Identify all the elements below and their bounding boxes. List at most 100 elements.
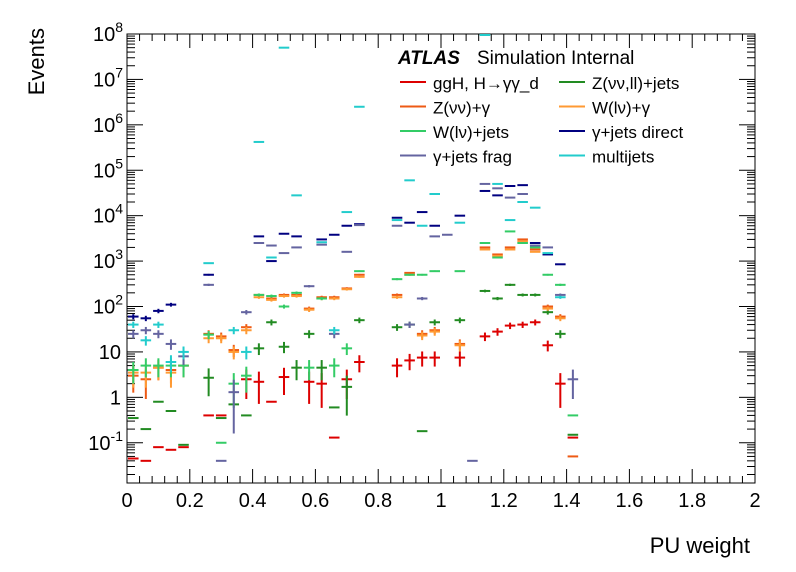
x-tick-label: 0.8 (364, 490, 392, 512)
y-tick-label: 103 (93, 246, 123, 273)
data-point (203, 330, 214, 340)
data-point (529, 246, 541, 249)
legend-item: W(lν)+γ (559, 99, 651, 118)
data-point (504, 283, 516, 287)
data-point (391, 324, 403, 331)
data-point (529, 319, 541, 326)
y-tick-label: 10 (99, 342, 121, 364)
data-point (429, 328, 440, 336)
y-tick-label: 1 (110, 387, 121, 409)
data-point (391, 295, 403, 299)
data-point (354, 270, 365, 273)
data-point (241, 366, 252, 393)
data-point (391, 224, 403, 227)
data-point (203, 262, 214, 265)
legend: ggH, H→γγ_d Z(νν,ll)+jets Z(νν)+γ W(lν)+γ W(… (400, 74, 683, 167)
data-point (241, 310, 252, 315)
data-point (492, 253, 503, 256)
data-point (153, 330, 164, 339)
series-γ+jets frag (128, 182, 579, 462)
data-point (291, 360, 302, 381)
series-Z(νν,ll)+jets (128, 283, 579, 446)
data-point (542, 310, 554, 315)
data-point (291, 235, 302, 238)
data-point (228, 379, 240, 434)
data-point (555, 330, 566, 339)
data-point (416, 331, 428, 341)
data-point (416, 351, 428, 367)
axes-layer: 0 0.2 0.4 0.6 0.8 1 1.2 1.4 1.6 1.8 2 10-1 1 10 102 103… (88, 19, 760, 512)
data-marks-layer (128, 34, 579, 462)
legend-item: γ+jets direct (559, 123, 683, 142)
data-point (354, 275, 365, 278)
data-point (165, 302, 177, 307)
data-point (316, 360, 327, 381)
data-point (253, 293, 265, 297)
data-point (341, 224, 353, 227)
data-point (555, 315, 566, 322)
data-point (492, 254, 503, 257)
data-point (555, 373, 566, 408)
data-point (128, 321, 139, 328)
data-point (341, 288, 353, 291)
data-point (266, 244, 277, 247)
data-point (266, 294, 277, 298)
data-point (316, 243, 327, 246)
y-tick-label: 102 (93, 292, 123, 319)
data-point (165, 339, 177, 350)
legend-label: Z(νν,ll)+jets (592, 74, 679, 93)
data-point (253, 235, 265, 238)
data-point (454, 270, 466, 273)
x-tick-label: 0 (121, 490, 132, 512)
data-point (529, 293, 541, 297)
data-point (291, 246, 302, 249)
data-point (454, 351, 466, 367)
x-tick-label: 1.2 (490, 490, 518, 512)
data-point (416, 296, 428, 301)
data-point (404, 353, 415, 371)
data-point (341, 250, 353, 253)
y-tick-label: 108 (93, 19, 123, 46)
data-point (517, 242, 528, 245)
data-point (454, 317, 466, 324)
data-point (316, 296, 327, 301)
series-γ+jets direct (128, 184, 566, 322)
data-point (303, 360, 315, 381)
data-point (555, 263, 566, 266)
data-point (479, 332, 491, 342)
y-tick-label: 105 (93, 155, 123, 182)
data-point (492, 256, 503, 259)
data-point (140, 326, 152, 335)
legend-label: Z(νν)+γ (433, 99, 491, 118)
data-point (165, 355, 177, 373)
data-point (278, 294, 290, 298)
y-tick-label: 104 (93, 201, 123, 228)
data-point (517, 240, 528, 243)
data-point (266, 256, 277, 259)
data-point (128, 361, 139, 384)
data-point (404, 271, 415, 274)
data-point (354, 317, 365, 324)
data-point (429, 224, 440, 227)
x-tick-label: 0.6 (301, 490, 329, 512)
data-point (328, 296, 340, 301)
data-point (178, 346, 189, 360)
data-point (291, 291, 302, 295)
data-point (529, 250, 541, 253)
data-point (266, 298, 277, 302)
legend-label: W(lν)+jets (433, 123, 509, 142)
data-point (128, 330, 139, 339)
y-tick-label: 106 (93, 110, 123, 137)
data-point (542, 340, 554, 352)
legend-label: ggH, H→γγ_d (433, 74, 539, 93)
data-point (542, 306, 554, 311)
data-point (215, 334, 227, 344)
data-point (354, 355, 365, 373)
data-point (328, 233, 340, 236)
data-point (341, 343, 353, 356)
data-point (278, 252, 290, 255)
legend-label: multijets (592, 148, 654, 167)
atlas-label-sub: Simulation Internal (477, 48, 634, 69)
data-point (454, 340, 466, 352)
data-point (303, 330, 315, 339)
